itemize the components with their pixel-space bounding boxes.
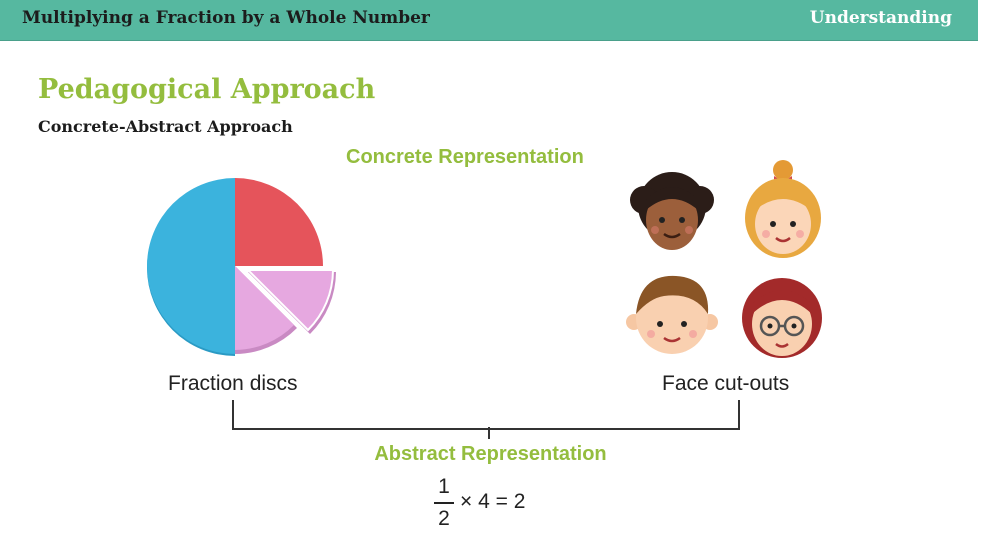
fraction-discs-caption: Fraction discs — [168, 372, 298, 395]
concrete-representation-label: Concrete Representation — [346, 146, 584, 168]
header-bar: Multiplying a Fraction by a Whole Number… — [0, 0, 978, 41]
bracket-tick — [488, 427, 490, 439]
equation-expression: × 4 = 2 — [460, 490, 526, 513]
face-cutouts-caption: Face cut-outs — [662, 372, 790, 395]
section-tag: Understanding — [809, 8, 952, 28]
face-boy-icon — [626, 275, 718, 354]
face-glasses-icon — [742, 278, 822, 358]
face-girl-bow-icon — [745, 160, 821, 258]
fraction-disc-icon — [147, 178, 336, 356]
numerator: 1 — [438, 475, 450, 498]
face-curly-hair-icon — [630, 172, 714, 250]
fraction-one-half: 1 2 — [432, 474, 456, 532]
page-subtitle: Concrete-Abstract Approach — [38, 117, 293, 136]
page-title: Pedagogical Approach — [38, 74, 376, 105]
equation: 1 2 × 4 = 2 — [432, 474, 552, 538]
abstract-representation-label: Abstract Representation — [374, 443, 607, 465]
denominator: 2 — [438, 507, 450, 530]
lesson-title: Multiplying a Fraction by a Whole Number — [22, 8, 430, 28]
fraction-bar — [434, 502, 454, 504]
grouping-bracket — [232, 400, 740, 430]
